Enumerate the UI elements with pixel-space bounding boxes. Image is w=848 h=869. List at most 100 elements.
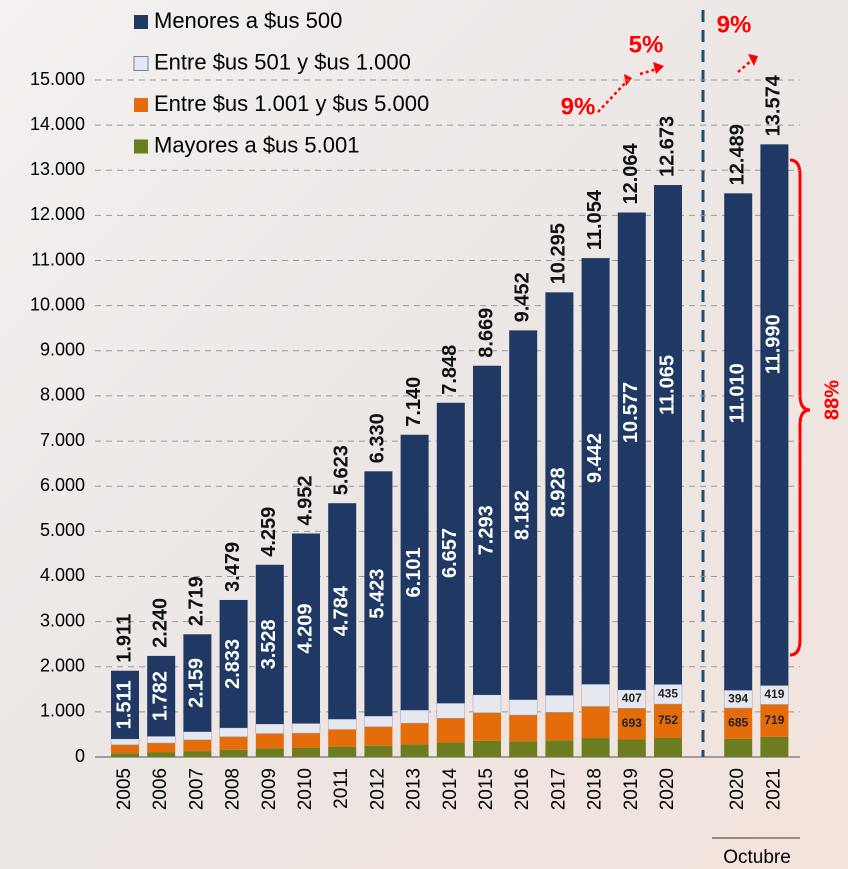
bar-segment bbox=[724, 708, 753, 739]
x-tick-label: 2013 bbox=[404, 768, 425, 810]
bar-segment bbox=[654, 185, 682, 685]
value-label: 8.928 bbox=[548, 467, 570, 517]
x-tick-label: 2006 bbox=[150, 768, 171, 810]
value-label: 3.528 bbox=[258, 619, 280, 669]
legend-swatch bbox=[133, 56, 149, 71]
bar-segment bbox=[364, 715, 393, 728]
value-label: 4.784 bbox=[330, 585, 352, 636]
legend-label: Menores a $us 500 bbox=[154, 8, 342, 33]
bar-segment bbox=[292, 733, 320, 748]
x-tick-label: 2005 bbox=[114, 768, 135, 810]
bar-segment bbox=[436, 718, 465, 743]
value-label: 11.065 bbox=[656, 355, 678, 415]
bar-segment bbox=[110, 738, 140, 746]
x-tick-label: 2014 bbox=[440, 768, 461, 811]
group-label: Octubre bbox=[723, 847, 791, 868]
bar-segment bbox=[617, 708, 646, 740]
bar-segment bbox=[581, 706, 610, 739]
bar-segment bbox=[364, 726, 393, 746]
value-label: 10.577 bbox=[620, 382, 642, 443]
bar-segment bbox=[545, 712, 574, 741]
x-tick-label: 2016 bbox=[512, 768, 533, 810]
bar-segment bbox=[508, 699, 538, 716]
total-label: 5.623 bbox=[330, 445, 352, 495]
annotation: 9% bbox=[717, 11, 752, 38]
x-tick-label: 2020 bbox=[727, 768, 748, 810]
bar-segment bbox=[111, 744, 139, 754]
bar-segment bbox=[436, 742, 465, 757]
total-label: 12.064 bbox=[620, 142, 642, 204]
total-label: 13.574 bbox=[763, 74, 785, 136]
y-tick-label: 10.000 bbox=[30, 294, 85, 314]
bar-segment bbox=[436, 702, 466, 719]
bar-segment bbox=[328, 729, 357, 747]
legend-label: Mayores a $us 5.001 bbox=[154, 132, 359, 157]
bar-segment bbox=[292, 747, 320, 757]
value-label: 2.833 bbox=[222, 639, 244, 689]
y-tick-label: 3.000 bbox=[40, 610, 85, 630]
bar-segment bbox=[581, 738, 610, 757]
bar-segment bbox=[219, 736, 248, 750]
bar-segment bbox=[760, 704, 789, 737]
bar-segment bbox=[400, 434, 429, 711]
y-tick-label: 4.000 bbox=[40, 565, 85, 585]
value-label: 394 bbox=[728, 691, 748, 705]
total-label: 12.673 bbox=[656, 116, 678, 177]
total-label: 3.479 bbox=[222, 542, 244, 592]
bar-segment bbox=[147, 752, 176, 757]
value-label: 6.101 bbox=[403, 547, 425, 597]
y-tick-label: 0 bbox=[75, 746, 85, 766]
total-label: 2.719 bbox=[186, 576, 208, 626]
y-tick-label: 1.000 bbox=[40, 701, 85, 721]
bar-segment bbox=[255, 564, 284, 725]
value-label: 11.010 bbox=[726, 363, 748, 423]
legend-label: Entre $us 1.001 y $us 5.000 bbox=[154, 91, 429, 116]
bar-segment bbox=[255, 723, 285, 734]
growth-arrow bbox=[597, 66, 661, 113]
annotation: 88% bbox=[821, 380, 843, 420]
bar-segment bbox=[400, 709, 429, 724]
value-label: 1.782 bbox=[149, 671, 171, 721]
value-label: 419 bbox=[764, 687, 784, 701]
x-tick-label: 2017 bbox=[548, 768, 569, 810]
legend-swatch bbox=[134, 15, 148, 29]
y-tick-label: 9.000 bbox=[40, 340, 85, 360]
x-tick-label: 2008 bbox=[223, 768, 244, 810]
bar-segment bbox=[760, 144, 789, 686]
x-tick-label: 2015 bbox=[476, 768, 497, 810]
y-tick-label: 5.000 bbox=[40, 520, 85, 540]
value-label: 2.159 bbox=[186, 658, 208, 708]
value-label: 8.182 bbox=[511, 490, 533, 540]
y-tick-label: 6.000 bbox=[40, 475, 85, 495]
total-label: 2.240 bbox=[149, 598, 171, 648]
bar-segment bbox=[111, 753, 139, 757]
bar-segment bbox=[255, 748, 284, 757]
bar-segment bbox=[111, 670, 139, 739]
value-label: 5.423 bbox=[367, 569, 389, 619]
bar-segment bbox=[400, 723, 429, 745]
bar-segment bbox=[581, 258, 610, 685]
total-label: 4.952 bbox=[294, 475, 316, 525]
value-label: 435 bbox=[658, 686, 678, 700]
value-label: 7.293 bbox=[475, 505, 497, 555]
value-label: 4.209 bbox=[294, 603, 316, 653]
bar-segment bbox=[760, 736, 789, 757]
bar-segment bbox=[328, 746, 357, 757]
value-label: 693 bbox=[622, 716, 642, 730]
x-tick-label: 2010 bbox=[295, 768, 316, 810]
bar-segment bbox=[292, 533, 320, 724]
bar-segment bbox=[183, 634, 212, 732]
value-label: 719 bbox=[764, 713, 784, 727]
value-label: 752 bbox=[658, 713, 678, 727]
bar-segment bbox=[328, 503, 357, 720]
bar-segment bbox=[400, 744, 429, 757]
total-label: 11.054 bbox=[584, 189, 606, 250]
bar-segment bbox=[509, 330, 538, 700]
total-label: 12.489 bbox=[726, 124, 748, 185]
x-tick-label: 2019 bbox=[621, 768, 642, 810]
bar-segment bbox=[327, 718, 357, 730]
legend-swatch bbox=[134, 139, 148, 154]
x-tick-label: 2011 bbox=[331, 768, 352, 809]
bar-segment bbox=[473, 740, 501, 757]
y-tick-label: 8.000 bbox=[40, 385, 85, 405]
